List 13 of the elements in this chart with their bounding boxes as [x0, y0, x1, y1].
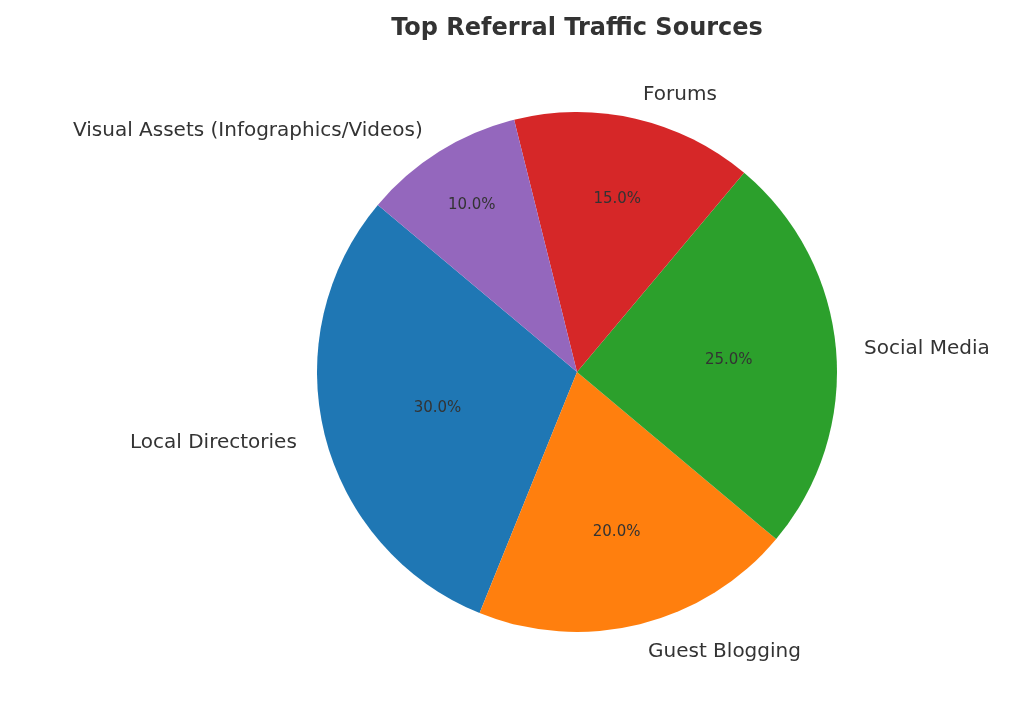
- data-label: 15.0%: [593, 188, 642, 207]
- slice-label: Social Media: [864, 335, 990, 359]
- slice-label: Forums: [643, 81, 717, 105]
- data-label: 25.0%: [704, 349, 753, 368]
- data-label: 10.0%: [447, 194, 496, 213]
- pie-slice: [577, 172, 837, 540]
- data-label: 20.0%: [592, 521, 641, 540]
- slice-label: Visual Assets (Infographics/Videos): [73, 117, 423, 141]
- slice-label: Guest Blogging: [648, 638, 801, 662]
- pie-slice: [479, 372, 777, 632]
- chart-title: Top Referral Traffic Sources: [391, 13, 763, 42]
- slice-label: Local Directories: [130, 429, 297, 453]
- data-label: 30.0%: [413, 397, 462, 416]
